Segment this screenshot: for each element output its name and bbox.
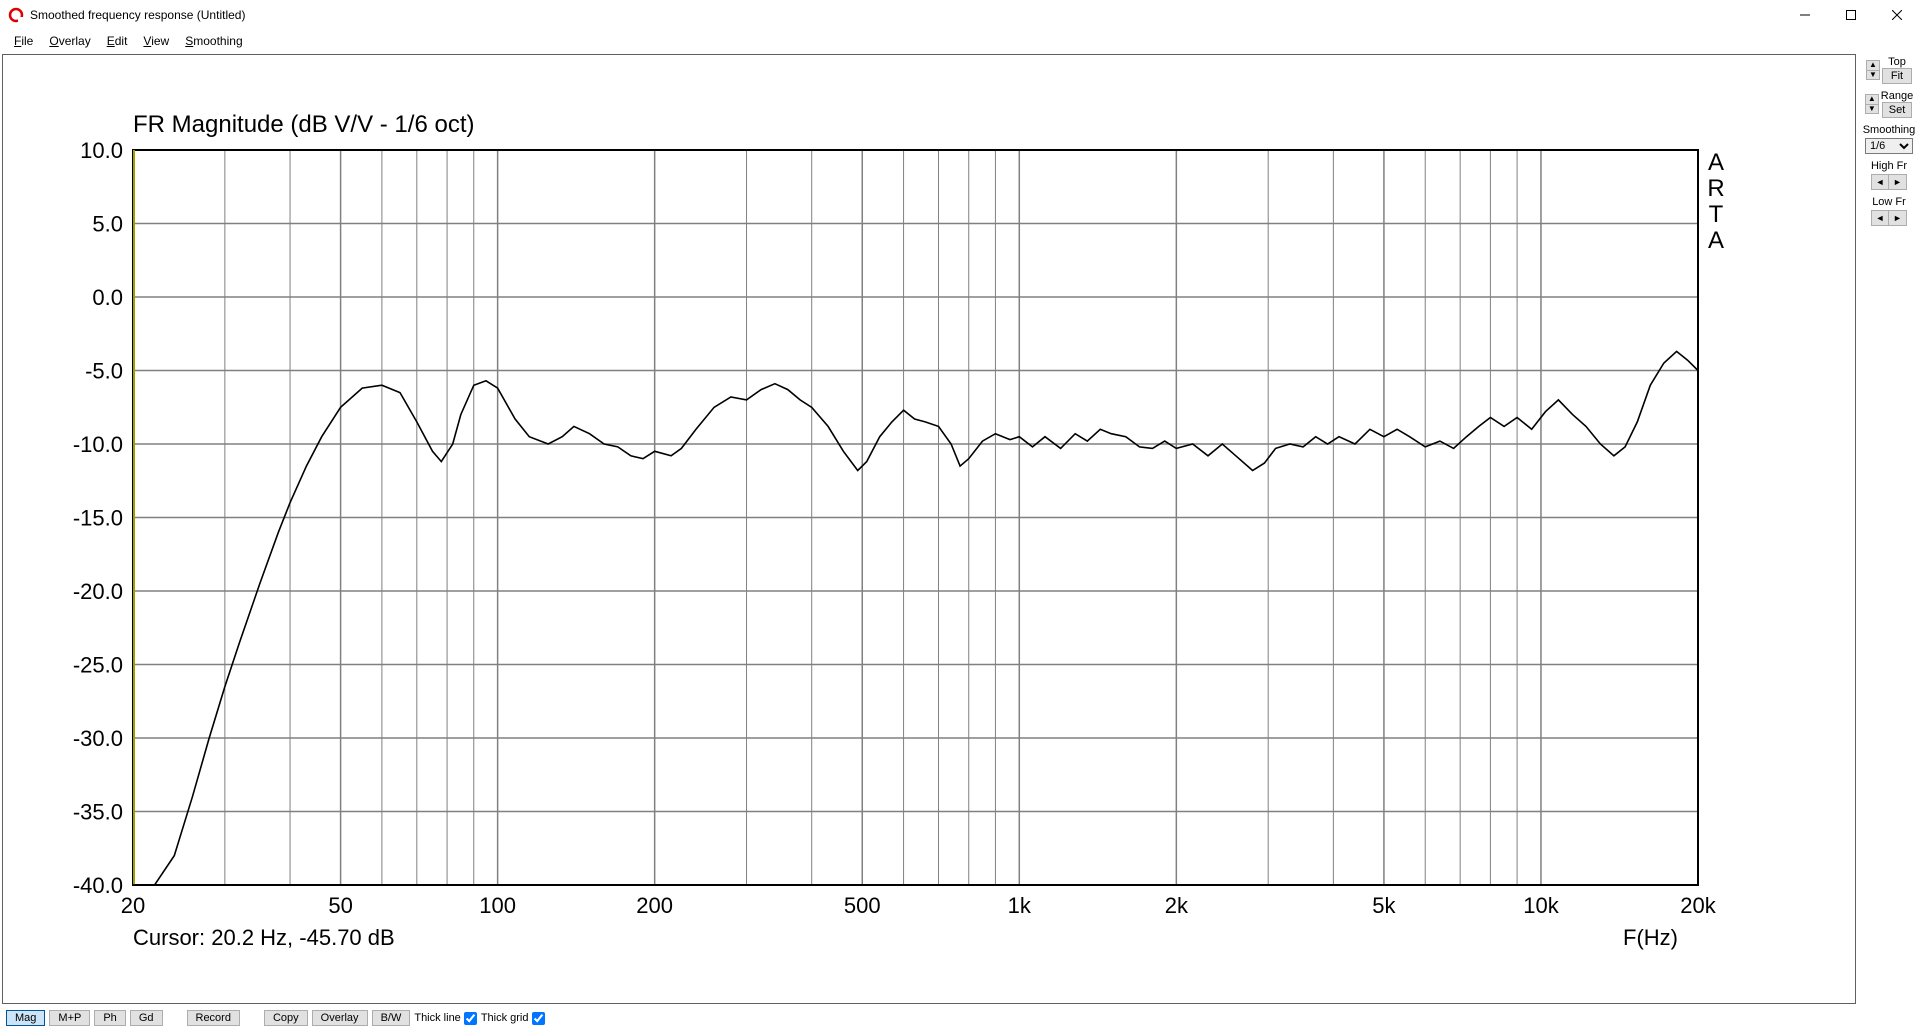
chart-area[interactable]: 10.0 5.0 0.0 -5.0 -10.0 -15.0 -20.0 -25.0 -30.0 -… bbox=[2, 54, 1856, 1004]
svg-text:FR Magnitude (dB V/V - 1/6 oct: FR Magnitude (dB V/V - 1/6 oct) bbox=[133, 111, 474, 138]
range-label: Range bbox=[1881, 90, 1913, 102]
menu-overlay[interactable]: Overlay bbox=[41, 32, 98, 50]
mag-button[interactable]: Mag bbox=[6, 1010, 45, 1026]
mp-button[interactable]: M+P bbox=[49, 1010, 90, 1026]
minimize-button[interactable] bbox=[1782, 0, 1828, 30]
svg-text:-25.0: -25.0 bbox=[73, 653, 123, 678]
svg-text:R: R bbox=[1707, 175, 1724, 202]
lowfr-label: Low Fr bbox=[1872, 196, 1906, 208]
svg-text:20k: 20k bbox=[1680, 893, 1716, 918]
svg-text:200: 200 bbox=[636, 893, 673, 918]
svg-text:2k: 2k bbox=[1165, 893, 1189, 918]
svg-text:10k: 10k bbox=[1523, 893, 1559, 918]
close-button[interactable] bbox=[1874, 0, 1920, 30]
thick-line-check[interactable]: Thick line bbox=[414, 1012, 476, 1025]
menu-smoothing[interactable]: Smoothing bbox=[177, 32, 250, 50]
bw-button[interactable]: B/W bbox=[372, 1010, 411, 1026]
app-icon bbox=[8, 7, 24, 23]
menu-edit[interactable]: Edit bbox=[99, 32, 136, 50]
smoothing-label: Smoothing bbox=[1863, 124, 1916, 136]
thick-grid-check[interactable]: Thick grid bbox=[481, 1012, 545, 1025]
gd-button[interactable]: Gd bbox=[130, 1010, 163, 1026]
record-button[interactable]: Record bbox=[187, 1010, 240, 1026]
maximize-button[interactable] bbox=[1828, 0, 1874, 30]
svg-text:5k: 5k bbox=[1372, 893, 1396, 918]
ph-button[interactable]: Ph bbox=[94, 1010, 125, 1026]
title-bar: Smoothed frequency response (Untitled) bbox=[0, 0, 1920, 30]
lowfr-arrows[interactable]: ◄► bbox=[1871, 210, 1907, 226]
svg-text:-40.0: -40.0 bbox=[73, 873, 123, 898]
svg-text:-5.0: -5.0 bbox=[85, 359, 123, 384]
svg-text:A: A bbox=[1708, 149, 1724, 176]
svg-text:-10.0: -10.0 bbox=[73, 432, 123, 457]
svg-text:5.0: 5.0 bbox=[92, 212, 123, 237]
window-title: Smoothed frequency response (Untitled) bbox=[30, 8, 245, 22]
svg-text:20: 20 bbox=[121, 893, 145, 918]
svg-text:-15.0: -15.0 bbox=[73, 506, 123, 531]
svg-text:100: 100 bbox=[479, 893, 516, 918]
svg-text:A: A bbox=[1708, 227, 1724, 254]
svg-text:500: 500 bbox=[844, 893, 881, 918]
highfr-arrows[interactable]: ◄► bbox=[1871, 174, 1907, 190]
highfr-label: High Fr bbox=[1871, 160, 1907, 172]
range-spinner[interactable]: ▲▼ bbox=[1865, 94, 1879, 114]
svg-text:F(Hz): F(Hz) bbox=[1623, 925, 1678, 950]
fit-button[interactable]: Fit bbox=[1882, 68, 1912, 84]
svg-text:50: 50 bbox=[328, 893, 352, 918]
svg-text:Cursor: 20.2 Hz, -45.70 dB: Cursor: 20.2 Hz, -45.70 dB bbox=[133, 925, 395, 950]
top-label: Top bbox=[1888, 56, 1906, 68]
svg-text:0.0: 0.0 bbox=[92, 285, 123, 310]
top-spinner[interactable]: ▲▼ bbox=[1866, 60, 1880, 80]
menu-file[interactable]: File bbox=[6, 32, 41, 50]
svg-text:-20.0: -20.0 bbox=[73, 579, 123, 604]
svg-text:1k: 1k bbox=[1008, 893, 1032, 918]
side-panel: ▲▼ Top Fit ▲▼ Range Set Smoothing 1/6 Hi… bbox=[1858, 52, 1920, 1006]
menu-view[interactable]: View bbox=[135, 32, 177, 50]
bottom-toolbar: Mag M+P Ph Gd Record Copy Overlay B/W Th… bbox=[0, 1006, 1920, 1030]
copy-button[interactable]: Copy bbox=[264, 1010, 308, 1026]
set-button[interactable]: Set bbox=[1882, 102, 1913, 118]
svg-text:10.0: 10.0 bbox=[80, 138, 123, 163]
overlay-button[interactable]: Overlay bbox=[312, 1010, 368, 1026]
svg-text:-30.0: -30.0 bbox=[73, 726, 123, 751]
svg-text:T: T bbox=[1709, 201, 1724, 228]
menu-bar: File Overlay Edit View Smoothing bbox=[0, 30, 1920, 52]
svg-text:-35.0: -35.0 bbox=[73, 800, 123, 825]
smoothing-select[interactable]: 1/6 bbox=[1865, 138, 1913, 154]
